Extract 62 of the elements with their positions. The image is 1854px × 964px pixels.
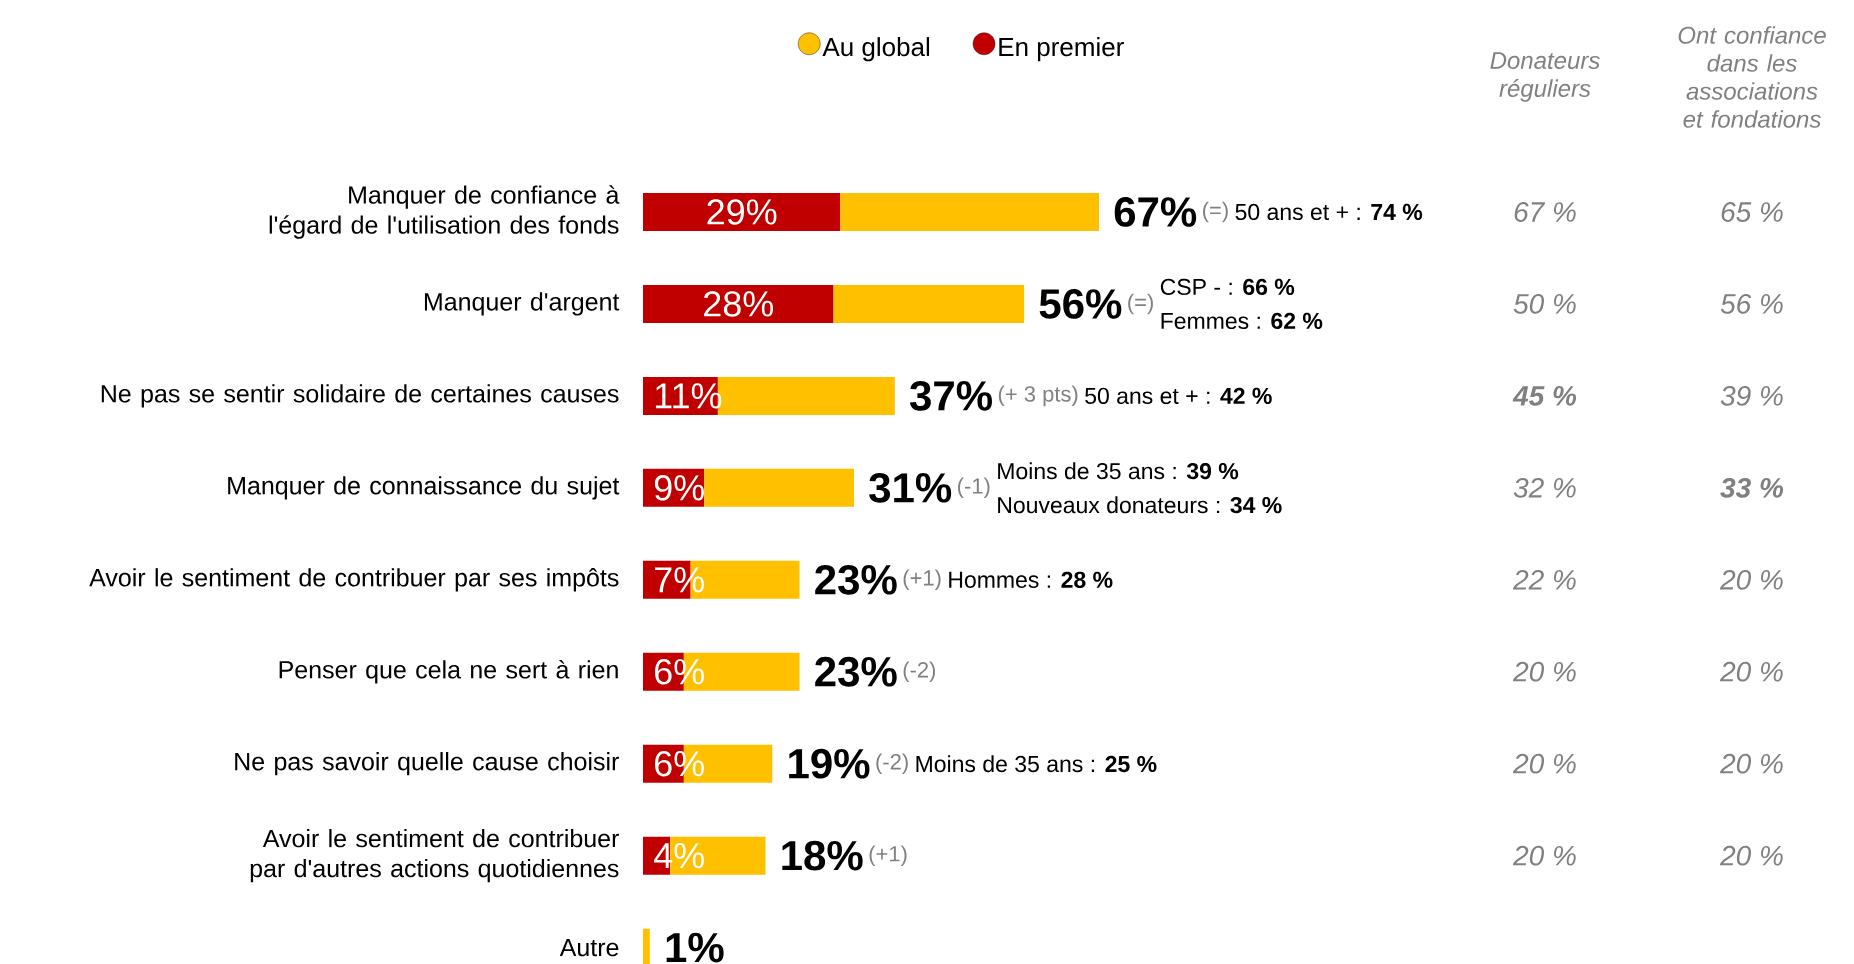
- legend-label: En premier: [999, 37, 1124, 62]
- bar: [643, 284, 834, 323]
- data-label: 28%: [704, 291, 774, 317]
- y-tick-label: Manquer de connaissance du sujet: [228, 476, 620, 500]
- text: 56 %: [1720, 293, 1783, 314]
- bar: [643, 192, 841, 231]
- text: 65 %: [1721, 202, 1783, 222]
- text: 20 %: [1719, 661, 1783, 682]
- text: 20 %: [1719, 753, 1783, 774]
- y-tick-label: Ne pas se sentir solidaire de certaines causes: [101, 384, 619, 408]
- annotation: Nouveaux donateurs : 34 %: [998, 496, 1282, 514]
- y-tick-label: Manquer d'argent: [424, 292, 620, 316]
- text: 20 %: [1719, 845, 1783, 866]
- bar: [840, 192, 1099, 231]
- annotation: (-1): [958, 477, 990, 499]
- text: 50 %: [1513, 293, 1576, 314]
- annotation: (+1): [869, 845, 907, 866]
- text: Donateurs réguliers: [1490, 52, 1600, 102]
- legend-label: Au global: [822, 37, 930, 62]
- annotation: Moins de 35 ans : 25 %: [916, 755, 1157, 773]
- annotation: (+ 3 pts): [998, 385, 1078, 407]
- total-label: 56%: [1039, 289, 1122, 319]
- text: 33 %: [1720, 477, 1784, 498]
- annotation: Moins de 35 ans : 39 %: [998, 462, 1239, 480]
- total-label: 67%: [1114, 197, 1197, 227]
- text: 67 %: [1514, 202, 1576, 222]
- annotation: (+1): [903, 569, 941, 591]
- text: 32 %: [1513, 477, 1576, 498]
- bar: [704, 468, 854, 507]
- bar: [833, 284, 1025, 323]
- text: 22 %: [1512, 569, 1576, 590]
- annotation: (-2): [876, 753, 908, 774]
- y-tick-label: Ne pas savoir quelle cause choisir: [235, 752, 619, 776]
- y-tick-label: Manquer de confiance à l'égard de l'utilisation des fonds: [269, 185, 620, 239]
- text: CSP - : 66 %: [1160, 278, 1295, 296]
- annotation: 50 ans et + : 42 %: [1085, 387, 1272, 405]
- total-label: 19%: [789, 748, 870, 779]
- text: 39 %: [1720, 385, 1783, 406]
- y-tick-label: Avoir le sentiment de contribuer par d'autres actions quotidiennes: [250, 829, 619, 883]
- data-label: 9%: [654, 475, 704, 501]
- total-label: 18%: [782, 840, 863, 871]
- text: Ont confiance dans les associations et fondations: [1678, 26, 1826, 128]
- text: 50 ans et + : 74 %: [1235, 203, 1423, 221]
- total-label: 1%: [666, 932, 724, 963]
- y-tick-label: Penser que cela ne sert à rien: [279, 659, 618, 684]
- text: Femmes : 62 %: [1161, 312, 1323, 330]
- y-tick-label: Avoir le sentiment de contribuer par ses impôts: [89, 568, 619, 592]
- total-label: 23%: [815, 564, 897, 595]
- total-label: 23%: [815, 656, 897, 687]
- text: 20 %: [1512, 845, 1576, 866]
- text: 20 %: [1719, 569, 1783, 590]
- total-label: 37%: [909, 380, 992, 411]
- text: 45 %: [1512, 386, 1577, 406]
- text: 20 %: [1512, 661, 1576, 682]
- data-label: 29%: [707, 199, 777, 225]
- annotation: Hommes : 28 %: [949, 571, 1113, 588]
- annotation: (-2): [903, 661, 936, 682]
- text: 20 %: [1512, 753, 1576, 774]
- text: (=): [1128, 293, 1153, 315]
- text: (=): [1203, 201, 1228, 223]
- total-label: 31%: [869, 472, 952, 503]
- y-tick-label: Autre: [559, 938, 619, 957]
